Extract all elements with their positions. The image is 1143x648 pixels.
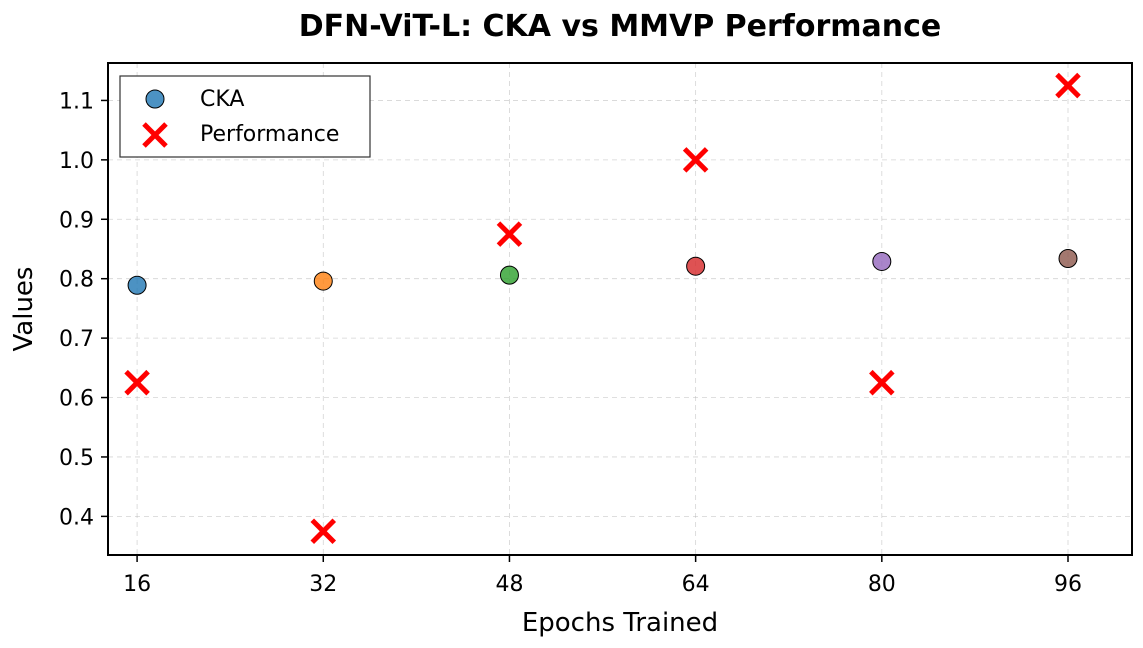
legend-performance-marker: [142, 122, 168, 148]
cka-point: [127, 275, 147, 295]
y-tick-label: 0.4: [59, 505, 94, 530]
y-tick-label: 0.8: [59, 268, 94, 293]
chart-title: DFN-ViT-L: CKA vs MMVP Performance: [299, 9, 942, 44]
cka-point: [686, 256, 706, 276]
cka-series: [127, 248, 1078, 295]
x-tick-label: 64: [682, 572, 710, 597]
x-tick-label: 80: [868, 572, 896, 597]
performance-point: [869, 369, 895, 396]
x-axis-label: Epochs Trained: [522, 608, 718, 638]
x-tick-label: 96: [1054, 572, 1082, 597]
plot-frame: [107, 62, 1133, 556]
performance-point: [496, 221, 523, 247]
x-tick-label: 16: [123, 572, 151, 597]
performance-point: [310, 518, 337, 544]
y-tick-label: 0.9: [59, 208, 94, 233]
performance-series: [124, 72, 1081, 544]
legend-cka-label: CKA: [200, 87, 244, 112]
cka-point: [1058, 248, 1078, 268]
y-axis-ticks: 0.4 0.5 0.6 0.7 0.8 0.9 1.0 1.1: [59, 89, 108, 530]
performance-point: [682, 147, 709, 173]
y-tick-label: 0.7: [59, 327, 94, 352]
x-tick-label: 32: [309, 572, 337, 597]
y-tick-label: 1.0: [59, 149, 94, 174]
legend-cka-marker: [145, 89, 165, 109]
performance-point: [1055, 72, 1081, 99]
y-tick-label: 0.5: [59, 446, 94, 471]
cka-point: [499, 265, 519, 285]
x-axis-ticks: 16 32 48 64 80 96: [123, 555, 1082, 597]
y-tick-label: 0.6: [59, 387, 94, 412]
y-axis-label: Values: [9, 267, 39, 352]
cka-point: [313, 271, 333, 291]
legend-performance-label: Performance: [200, 122, 339, 147]
y-tick-label: 1.1: [59, 89, 94, 114]
cka-point: [872, 251, 892, 271]
performance-point: [124, 369, 150, 396]
x-tick-label: 48: [495, 572, 523, 597]
legend: CKA Performance: [119, 75, 371, 158]
